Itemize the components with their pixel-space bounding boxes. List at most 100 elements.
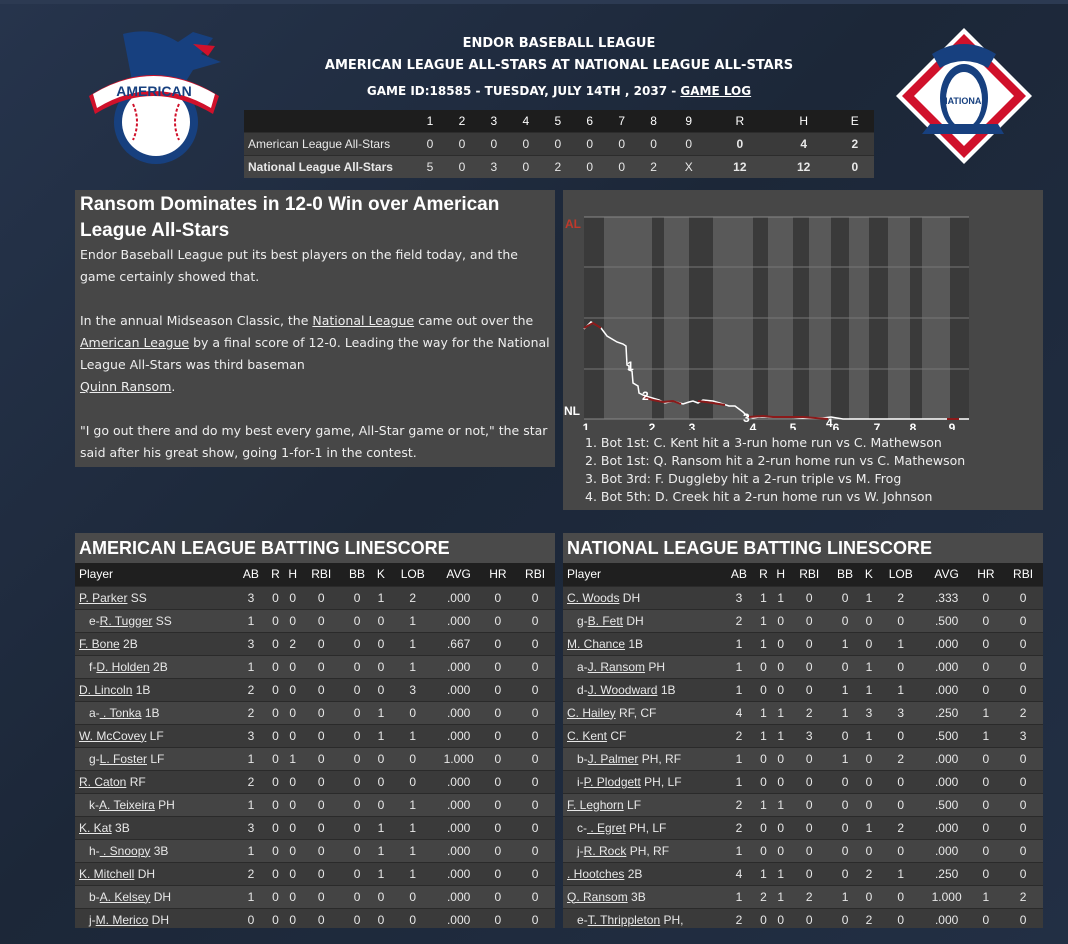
player-link[interactable]: M. Merico <box>95 912 149 927</box>
batting-col-header: AB <box>723 563 755 586</box>
stat-cell: 1 <box>876 861 925 885</box>
player-link[interactable]: P. Parker <box>79 590 128 605</box>
stat-cell: .000 <box>436 815 481 839</box>
sub-prefix: i- <box>577 774 584 789</box>
player-position: PH <box>154 797 175 812</box>
stat-cell: .000 <box>436 792 481 816</box>
player-link[interactable]: J. Ransom <box>587 659 646 674</box>
player-cell: K. Kat 3B <box>75 815 235 839</box>
player-link[interactable]: F. Bone <box>79 636 120 651</box>
quinn-ransom-link[interactable]: Quinn Ransom <box>80 379 172 394</box>
stat-cell: 1 <box>772 792 790 816</box>
player-cell: C. Woods DH <box>563 585 723 609</box>
player-link[interactable]: A. Kelsey <box>99 889 151 904</box>
player-link[interactable]: C. Hailey <box>567 705 616 720</box>
stat-cell: .667 <box>436 631 481 655</box>
player-link[interactable]: R. Caton <box>79 774 127 789</box>
linescore-col-header: 9 <box>669 110 708 132</box>
american-league-link[interactable]: American League <box>80 335 190 350</box>
player-cell: a-J. Ransom PH <box>563 654 723 678</box>
player-link[interactable]: . Snoopy <box>99 843 151 858</box>
linescore-cell: 2 <box>835 131 874 155</box>
player-position: PH, RF <box>626 843 670 858</box>
stat-cell: 0 <box>829 861 861 885</box>
stat-cell: 0 <box>284 677 302 701</box>
player-cell: W. McCovey LF <box>75 723 235 747</box>
stat-cell: 0 <box>266 792 285 816</box>
stat-cell: 0 <box>860 792 877 816</box>
linescore-cell: 0 <box>605 131 638 155</box>
stat-cell: 0 <box>301 884 342 908</box>
linescore-col-header: 7 <box>605 110 638 132</box>
table-row: c- . Egret PH, LF 2 0 0 0 0 1 2.000 0 0 <box>563 815 1043 839</box>
national-league-link[interactable]: National League <box>312 313 415 328</box>
player-link[interactable]: F. Leghorn <box>567 797 624 812</box>
player-link[interactable]: L. Foster <box>99 751 148 766</box>
player-link[interactable]: C. Woods <box>567 590 620 605</box>
stat-cell: 2 <box>235 700 267 724</box>
player-link[interactable]: R. Rock <box>583 843 627 858</box>
player-position: RF, CF <box>615 705 657 720</box>
stat-cell: 1 <box>388 654 437 678</box>
stat-cell: 0 <box>515 723 555 747</box>
player-link[interactable]: T. Thrippleton <box>587 912 661 927</box>
player-link[interactable]: J. Palmer <box>587 751 639 766</box>
stat-cell: 0 <box>754 838 773 862</box>
stat-cell: 3 <box>235 723 267 747</box>
player-link[interactable]: B. Fett <box>587 613 624 628</box>
player-link[interactable]: C. Kent <box>567 728 608 743</box>
player-link[interactable]: Q. Ransom <box>567 889 628 904</box>
stat-cell: 0 <box>341 723 373 747</box>
player-link[interactable]: J. Woodward <box>587 682 658 697</box>
stat-cell: 2 <box>789 700 830 724</box>
player-link[interactable]: D. Lincoln <box>79 682 133 697</box>
player-link[interactable]: K. Kat <box>79 820 112 835</box>
linescore-col-header: H <box>771 110 836 132</box>
stat-cell: .000 <box>436 884 481 908</box>
stat-cell: 1 <box>968 884 1004 908</box>
stat-cell: 0 <box>266 723 285 747</box>
stat-cell: 0 <box>968 907 1004 928</box>
batting-col-header: LOB <box>876 563 925 586</box>
game-log-link[interactable]: GAME LOG <box>680 84 752 98</box>
player-link[interactable]: D. Holden <box>96 659 150 674</box>
stat-cell: 2 <box>723 723 755 747</box>
stat-cell: 0 <box>968 815 1004 839</box>
stat-cell: 0 <box>968 677 1004 701</box>
player-link[interactable]: . Hootches <box>567 866 625 881</box>
stat-cell: 3 <box>1003 723 1043 747</box>
player-position: 2B <box>119 636 138 651</box>
stat-cell: 0 <box>341 884 373 908</box>
stat-cell: 3 <box>723 585 755 609</box>
player-link[interactable]: . Tonka <box>99 705 142 720</box>
stat-cell: 0 <box>515 746 555 770</box>
player-link[interactable]: P. Plodgett <box>583 774 641 789</box>
player-link[interactable]: W. McCovey <box>79 728 147 743</box>
player-link[interactable]: . Egret <box>587 820 626 835</box>
event-marker-1: 1 <box>627 359 634 373</box>
stat-cell: 0 <box>754 815 773 839</box>
stat-cell: 0 <box>860 746 877 770</box>
linescore-cell: 0 <box>707 131 772 155</box>
player-link[interactable]: M. Chance <box>567 636 626 651</box>
player-link[interactable]: A. Teixeira <box>99 797 155 812</box>
player-link[interactable]: K. Mitchell <box>79 866 135 881</box>
linescore-team: National League All-Stars <box>244 154 414 178</box>
stat-cell: 0 <box>968 585 1004 609</box>
stat-cell: 1 <box>723 654 755 678</box>
player-link[interactable]: R. Tugger <box>99 613 153 628</box>
player-cell: j-R. Rock PH, RF <box>563 838 723 862</box>
stat-cell: 0 <box>266 631 285 655</box>
batting-col-header: RBI <box>1003 563 1043 586</box>
linescore-col-header: 4 <box>509 110 542 132</box>
stat-cell: 0 <box>284 907 302 928</box>
stat-cell: 0 <box>515 654 555 678</box>
stat-cell: 0 <box>284 769 302 793</box>
stat-cell: 0 <box>284 861 302 885</box>
stat-cell: 0 <box>266 884 285 908</box>
stat-cell: 3 <box>235 631 267 655</box>
stat-cell: 0 <box>301 815 342 839</box>
table-row: M. Chance 1B 1 1 0 0 1 0 1.000 0 0 <box>563 631 1043 655</box>
stat-cell: 0 <box>388 884 437 908</box>
